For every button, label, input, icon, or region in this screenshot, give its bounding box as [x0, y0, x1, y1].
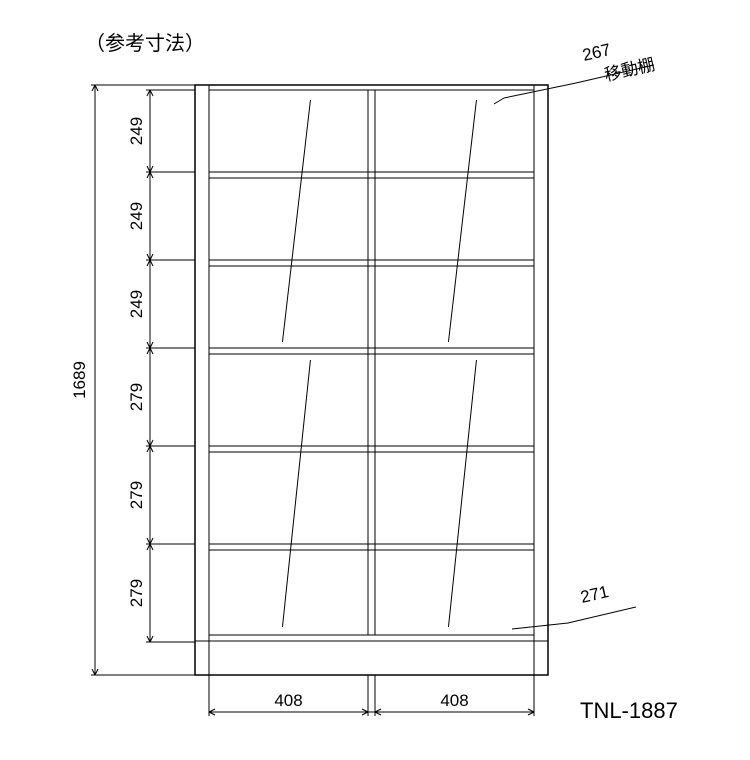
row-dim: 249	[127, 290, 146, 318]
row-dim: 279	[127, 481, 146, 509]
row-dim: 279	[127, 383, 146, 411]
callout-top-label: 移動棚	[603, 55, 657, 85]
row-dim: 249	[127, 117, 146, 145]
total-height: 1689	[70, 361, 89, 399]
model-number: TNL-1887	[580, 698, 678, 723]
col-dim-left: 408	[274, 691, 302, 710]
row-dim: 249	[127, 202, 146, 230]
callout-bottom-dim: 271	[579, 582, 611, 607]
title: （参考寸法）	[85, 32, 205, 55]
callout-top-dim: 267	[581, 40, 613, 65]
row-dim: 279	[127, 579, 146, 607]
col-dim-right: 408	[440, 691, 468, 710]
